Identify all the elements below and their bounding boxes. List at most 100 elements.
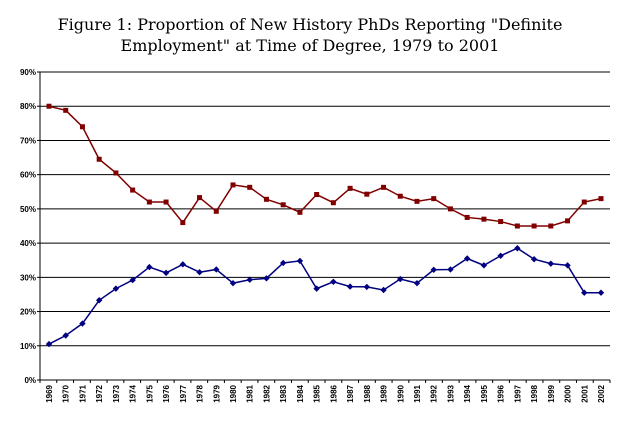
data-point — [463, 255, 471, 262]
x-tick-label: 1987 — [346, 384, 355, 402]
data-point — [514, 223, 520, 229]
data-point — [497, 252, 504, 259]
x-tick-label: 1995 — [480, 384, 489, 402]
data-point — [213, 208, 219, 214]
data-point — [464, 214, 470, 220]
data-point — [548, 223, 554, 229]
data-point — [197, 195, 203, 201]
data-point — [247, 184, 253, 190]
y-tick-label: 30% — [20, 273, 36, 282]
x-tick-label: 2001 — [580, 384, 589, 402]
y-tick-label: 60% — [20, 171, 36, 180]
data-point — [229, 279, 237, 287]
x-tick-label: 1985 — [313, 384, 322, 402]
data-point — [414, 198, 420, 204]
y-tick-label: 50% — [20, 205, 36, 214]
x-tick-label: 1970 — [62, 384, 71, 402]
data-point — [112, 285, 120, 292]
data-point — [163, 199, 169, 205]
data-point — [313, 285, 320, 292]
x-tick-label: 1997 — [513, 384, 522, 402]
data-point — [130, 187, 136, 193]
series-line — [48, 105, 602, 227]
data-point — [330, 278, 337, 285]
data-point — [297, 209, 303, 215]
x-tick-label: 1973 — [112, 384, 121, 402]
data-point — [180, 220, 186, 226]
data-point — [413, 279, 421, 287]
data-point — [481, 216, 487, 222]
data-point — [531, 223, 537, 229]
data-point — [530, 255, 538, 263]
y-tick-label: 80% — [20, 102, 36, 111]
y-tick-label: 10% — [20, 342, 36, 351]
data-point — [597, 289, 605, 296]
data-point — [129, 276, 136, 284]
y-tick-label: 90% — [20, 68, 36, 77]
data-point — [330, 200, 336, 206]
series-group — [45, 103, 605, 348]
x-tick-label: 1979 — [212, 384, 221, 402]
data-point — [581, 199, 587, 205]
data-point — [498, 219, 504, 225]
series-2 — [45, 245, 605, 348]
chart-title: Figure 1: Proportion of New History PhDs… — [58, 15, 563, 34]
x-tick-label: 2000 — [564, 384, 573, 402]
y-tick-label: 70% — [20, 136, 36, 145]
x-tick-label: 1999 — [547, 384, 556, 402]
chart-subtitle: Employment" at Time of Degree, 1979 to 2… — [121, 36, 500, 55]
x-tick-label: 1969 — [45, 384, 54, 402]
x-tick-label: 1978 — [196, 384, 205, 402]
x-tick-label: 1994 — [463, 384, 472, 402]
data-point — [430, 266, 437, 274]
x-tick-label: 1980 — [229, 384, 238, 402]
data-point — [447, 266, 454, 273]
data-point — [46, 103, 52, 109]
data-point — [598, 196, 604, 202]
data-point — [279, 259, 287, 267]
y-tick-label: 0% — [24, 376, 36, 385]
data-point — [146, 263, 153, 271]
data-point — [397, 275, 404, 283]
data-point — [431, 196, 437, 202]
x-tick-label: 1989 — [380, 384, 389, 402]
x-tick-label: 1981 — [246, 384, 255, 402]
series-line — [48, 247, 601, 345]
data-point — [79, 124, 85, 130]
data-point — [380, 286, 387, 294]
data-point — [364, 191, 370, 197]
data-point — [263, 196, 269, 202]
x-tick-label: 1977 — [179, 384, 188, 402]
data-point — [363, 283, 371, 291]
data-point — [280, 202, 286, 208]
data-point — [346, 283, 354, 290]
data-point — [213, 266, 220, 273]
x-tick-label: 1982 — [262, 384, 271, 402]
data-point — [381, 184, 387, 190]
x-tick-label: 1998 — [530, 384, 539, 402]
data-point — [296, 257, 304, 265]
data-point — [347, 185, 353, 191]
x-tick-label: 1976 — [162, 384, 171, 402]
x-tick-label: 1991 — [413, 384, 422, 402]
data-point — [565, 218, 571, 224]
y-tick-label: 40% — [20, 239, 36, 248]
x-tick-label: 1992 — [430, 384, 439, 402]
x-tick-label: 1993 — [446, 384, 455, 402]
x-tick-label: 1986 — [329, 384, 338, 402]
x-tick-label: 1983 — [279, 384, 288, 402]
data-point — [263, 275, 270, 282]
data-point — [162, 269, 170, 277]
y-tick-label: 20% — [20, 308, 36, 317]
data-point — [179, 261, 187, 268]
x-tick-label: 1984 — [296, 384, 305, 402]
x-axis-ticks: 1969 1970 1971 1972 1973 1974 1975 1976 1977 1978… — [39, 380, 611, 403]
x-tick-label: 1972 — [95, 384, 104, 402]
data-point — [62, 332, 69, 339]
x-tick-label: 1996 — [497, 384, 506, 402]
series-1 — [46, 103, 604, 229]
data-point — [480, 262, 488, 269]
data-point — [246, 276, 253, 283]
y-axis-ticks: 0% 10% 20% 30% 40% 50% 60% 70% 80% 90% — [20, 68, 40, 385]
